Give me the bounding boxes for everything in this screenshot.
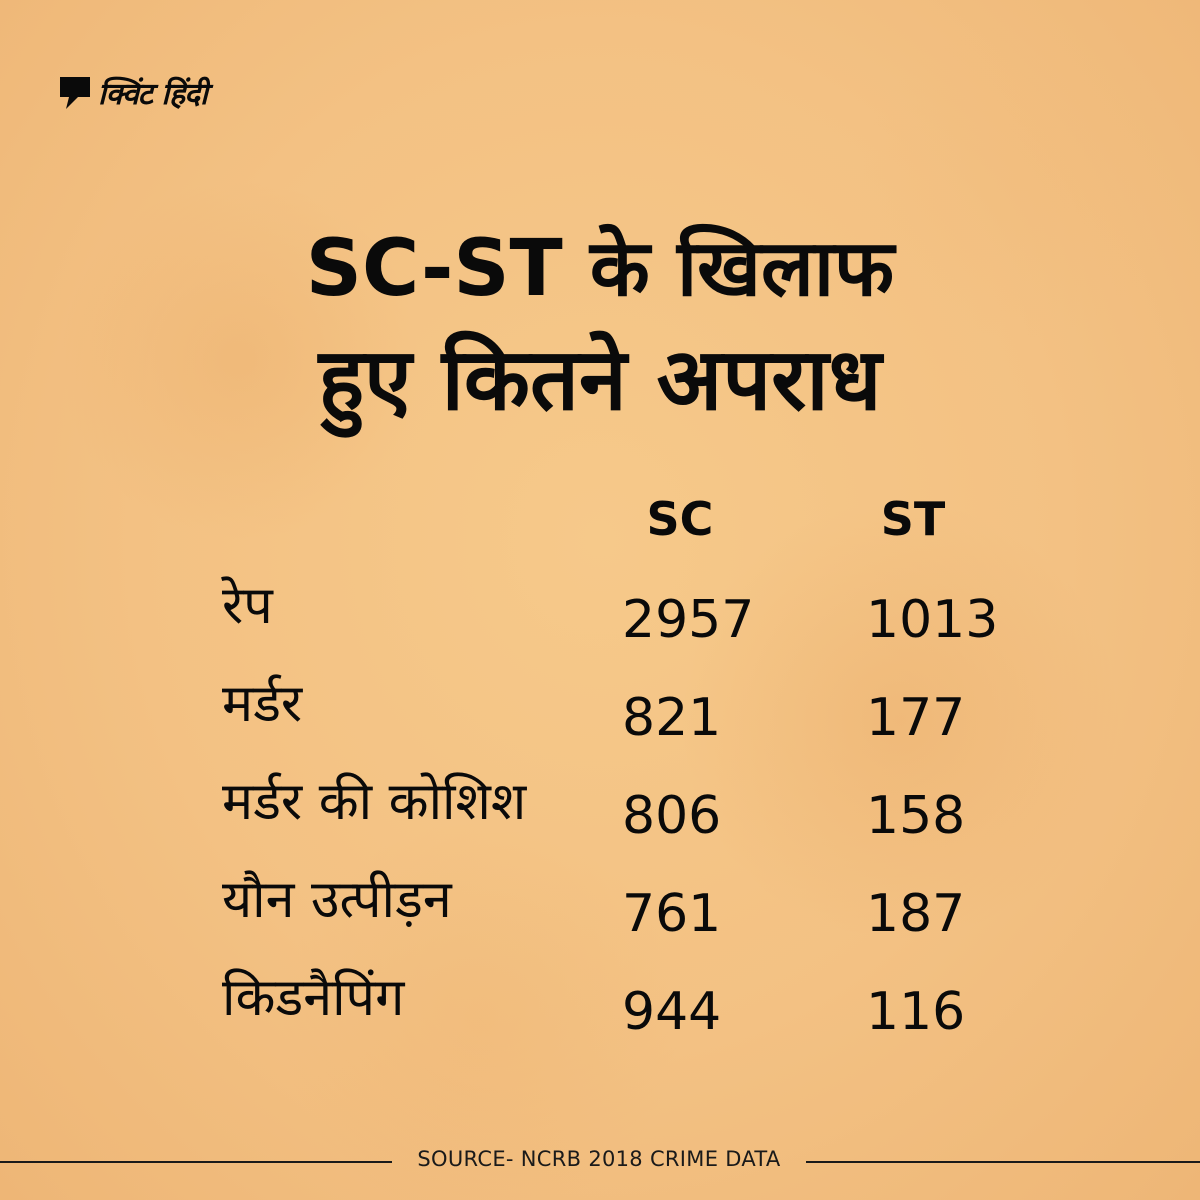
brand-name: क्विंट हिंदी [98,77,208,112]
row-label: यौन उत्पीड़न [222,870,452,930]
st-value: 177 [866,688,966,748]
st-value: 116 [866,982,966,1042]
row-label: किडनैपिंग [222,968,405,1028]
column-header-sc: SC [646,492,714,546]
footer-divider-right [806,1161,1200,1163]
title-line-1: SC-ST के खिलाफ [305,224,895,314]
title-line-2: हुए कितने अपराध [318,330,882,430]
footer-divider-left [0,1161,392,1163]
sc-value: 944 [622,982,722,1042]
table-row: किडनैपिंग 944 116 [0,960,1200,1060]
brand-logo: क्विंट हिंदी [58,72,208,113]
sc-value: 821 [622,688,722,748]
table-row: यौन उत्पीड़न 761 187 [0,862,1200,962]
st-value: 1013 [866,590,999,650]
source-text: SOURCE- NCRB 2018 CRIME DATA [417,1147,781,1171]
st-value: 158 [866,786,966,846]
row-label: मर्डर [222,674,303,734]
column-header-st: ST [880,492,946,546]
table-row: मर्डर 821 177 [0,666,1200,766]
table-row: रेप 2957 1013 [0,568,1200,668]
quint-speech-mark-icon [60,76,90,109]
source-footer: SOURCE- NCRB 2018 CRIME DATA [0,1143,1200,1179]
row-label: रेप [222,576,273,636]
row-label: मर्डर की कोशिश [222,772,527,832]
table-row: मर्डर की कोशिश 806 158 [0,764,1200,864]
st-value: 187 [866,884,966,944]
sc-value: 2957 [622,590,755,650]
sc-value: 806 [622,786,722,846]
sc-value: 761 [622,884,722,944]
